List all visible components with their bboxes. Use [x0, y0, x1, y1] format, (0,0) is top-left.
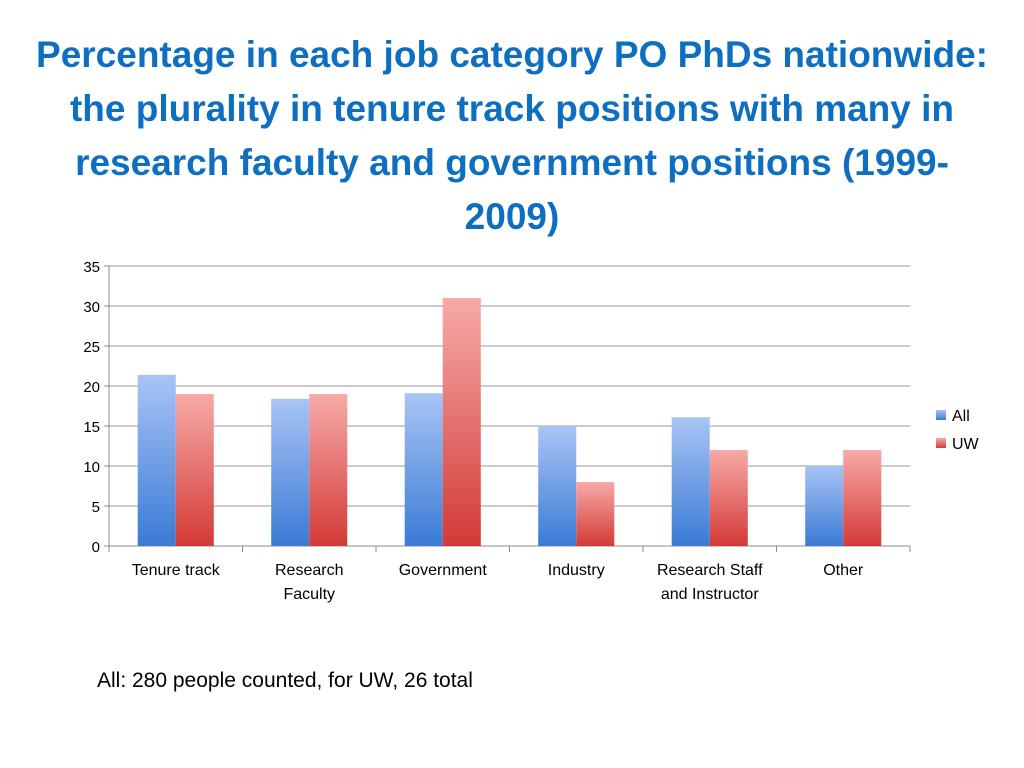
bar-all: [404, 393, 443, 546]
bar-all: [538, 426, 577, 546]
footnote: All: 280 people counted, for UW, 26 tota…: [97, 669, 473, 692]
x-tick-label: Industry: [548, 562, 605, 579]
legend-label-uw: UW: [952, 436, 980, 453]
legend-label-all: All: [952, 408, 970, 425]
y-tick-label: 35: [83, 259, 100, 276]
y-tick-label: 5: [92, 499, 100, 516]
y-tick-label: 20: [83, 379, 100, 396]
x-tick-label: Research Faculty: [275, 562, 343, 603]
bar-all: [137, 374, 176, 546]
y-tick-label: 25: [83, 339, 100, 356]
y-tick-label: 15: [83, 419, 100, 436]
x-tick-label: Other: [823, 562, 864, 579]
bar-uw: [309, 394, 348, 546]
bar-uw: [843, 450, 882, 546]
y-tick-label: 0: [92, 539, 100, 556]
bar-uw: [709, 450, 748, 546]
x-tick-label: Research Staff and Instructor: [657, 562, 763, 603]
legend-swatch-uw: [936, 438, 946, 448]
y-tick-label: 10: [83, 459, 100, 476]
bar-uw: [576, 482, 615, 546]
bar-all: [805, 465, 844, 546]
slide-title: Percentage in each job category PO PhDs …: [36, 34, 988, 237]
bar-all: [271, 398, 310, 546]
chart: 0 5 10 15 20 25 30 35 Tenure track Research Facult…: [0, 250, 1024, 620]
x-tick-label: Government: [399, 562, 488, 579]
bar-chart: 0 5 10 15 20 25 30 35 Tenure track Research Facult…: [83, 259, 980, 603]
bar-uw: [442, 298, 481, 546]
x-tick-label: Tenure track: [132, 562, 221, 579]
bar-uw: [175, 394, 214, 546]
bar-all: [671, 417, 710, 546]
y-tick-label: 30: [83, 299, 100, 316]
legend-swatch-all: [936, 410, 946, 420]
